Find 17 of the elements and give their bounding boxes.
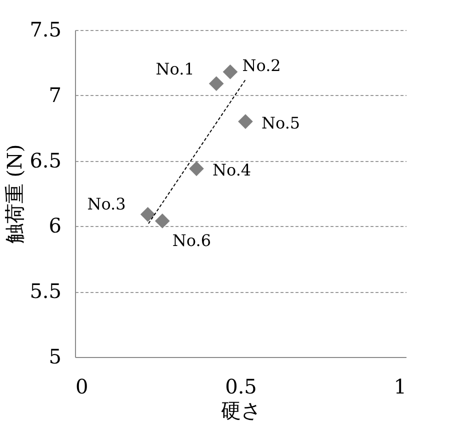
series-label: No.1 xyxy=(156,60,194,79)
series-label: No.3 xyxy=(87,194,126,214)
x-axis-title: 硬さ xyxy=(221,398,261,422)
x-tick-label: 0 xyxy=(76,374,88,398)
series-label: No.4 xyxy=(212,160,252,180)
series-label: No.2 xyxy=(242,56,281,75)
x-tick-label: 0.5 xyxy=(225,374,257,398)
series-label: No.5 xyxy=(261,114,300,133)
series-label: No.6 xyxy=(172,230,212,250)
y-tick-label: 6.5 xyxy=(30,148,62,172)
y-tick-label: 5 xyxy=(48,344,62,368)
y-tick-label: 6 xyxy=(48,214,62,238)
y-tick-label: 7 xyxy=(48,82,62,107)
x-tick-label: 1 xyxy=(394,374,406,398)
y-tick-label: 7.5 xyxy=(30,18,62,42)
y-tick-label: 5.5 xyxy=(30,279,62,304)
y-axis-title: 触荷重 (N) xyxy=(2,144,27,244)
